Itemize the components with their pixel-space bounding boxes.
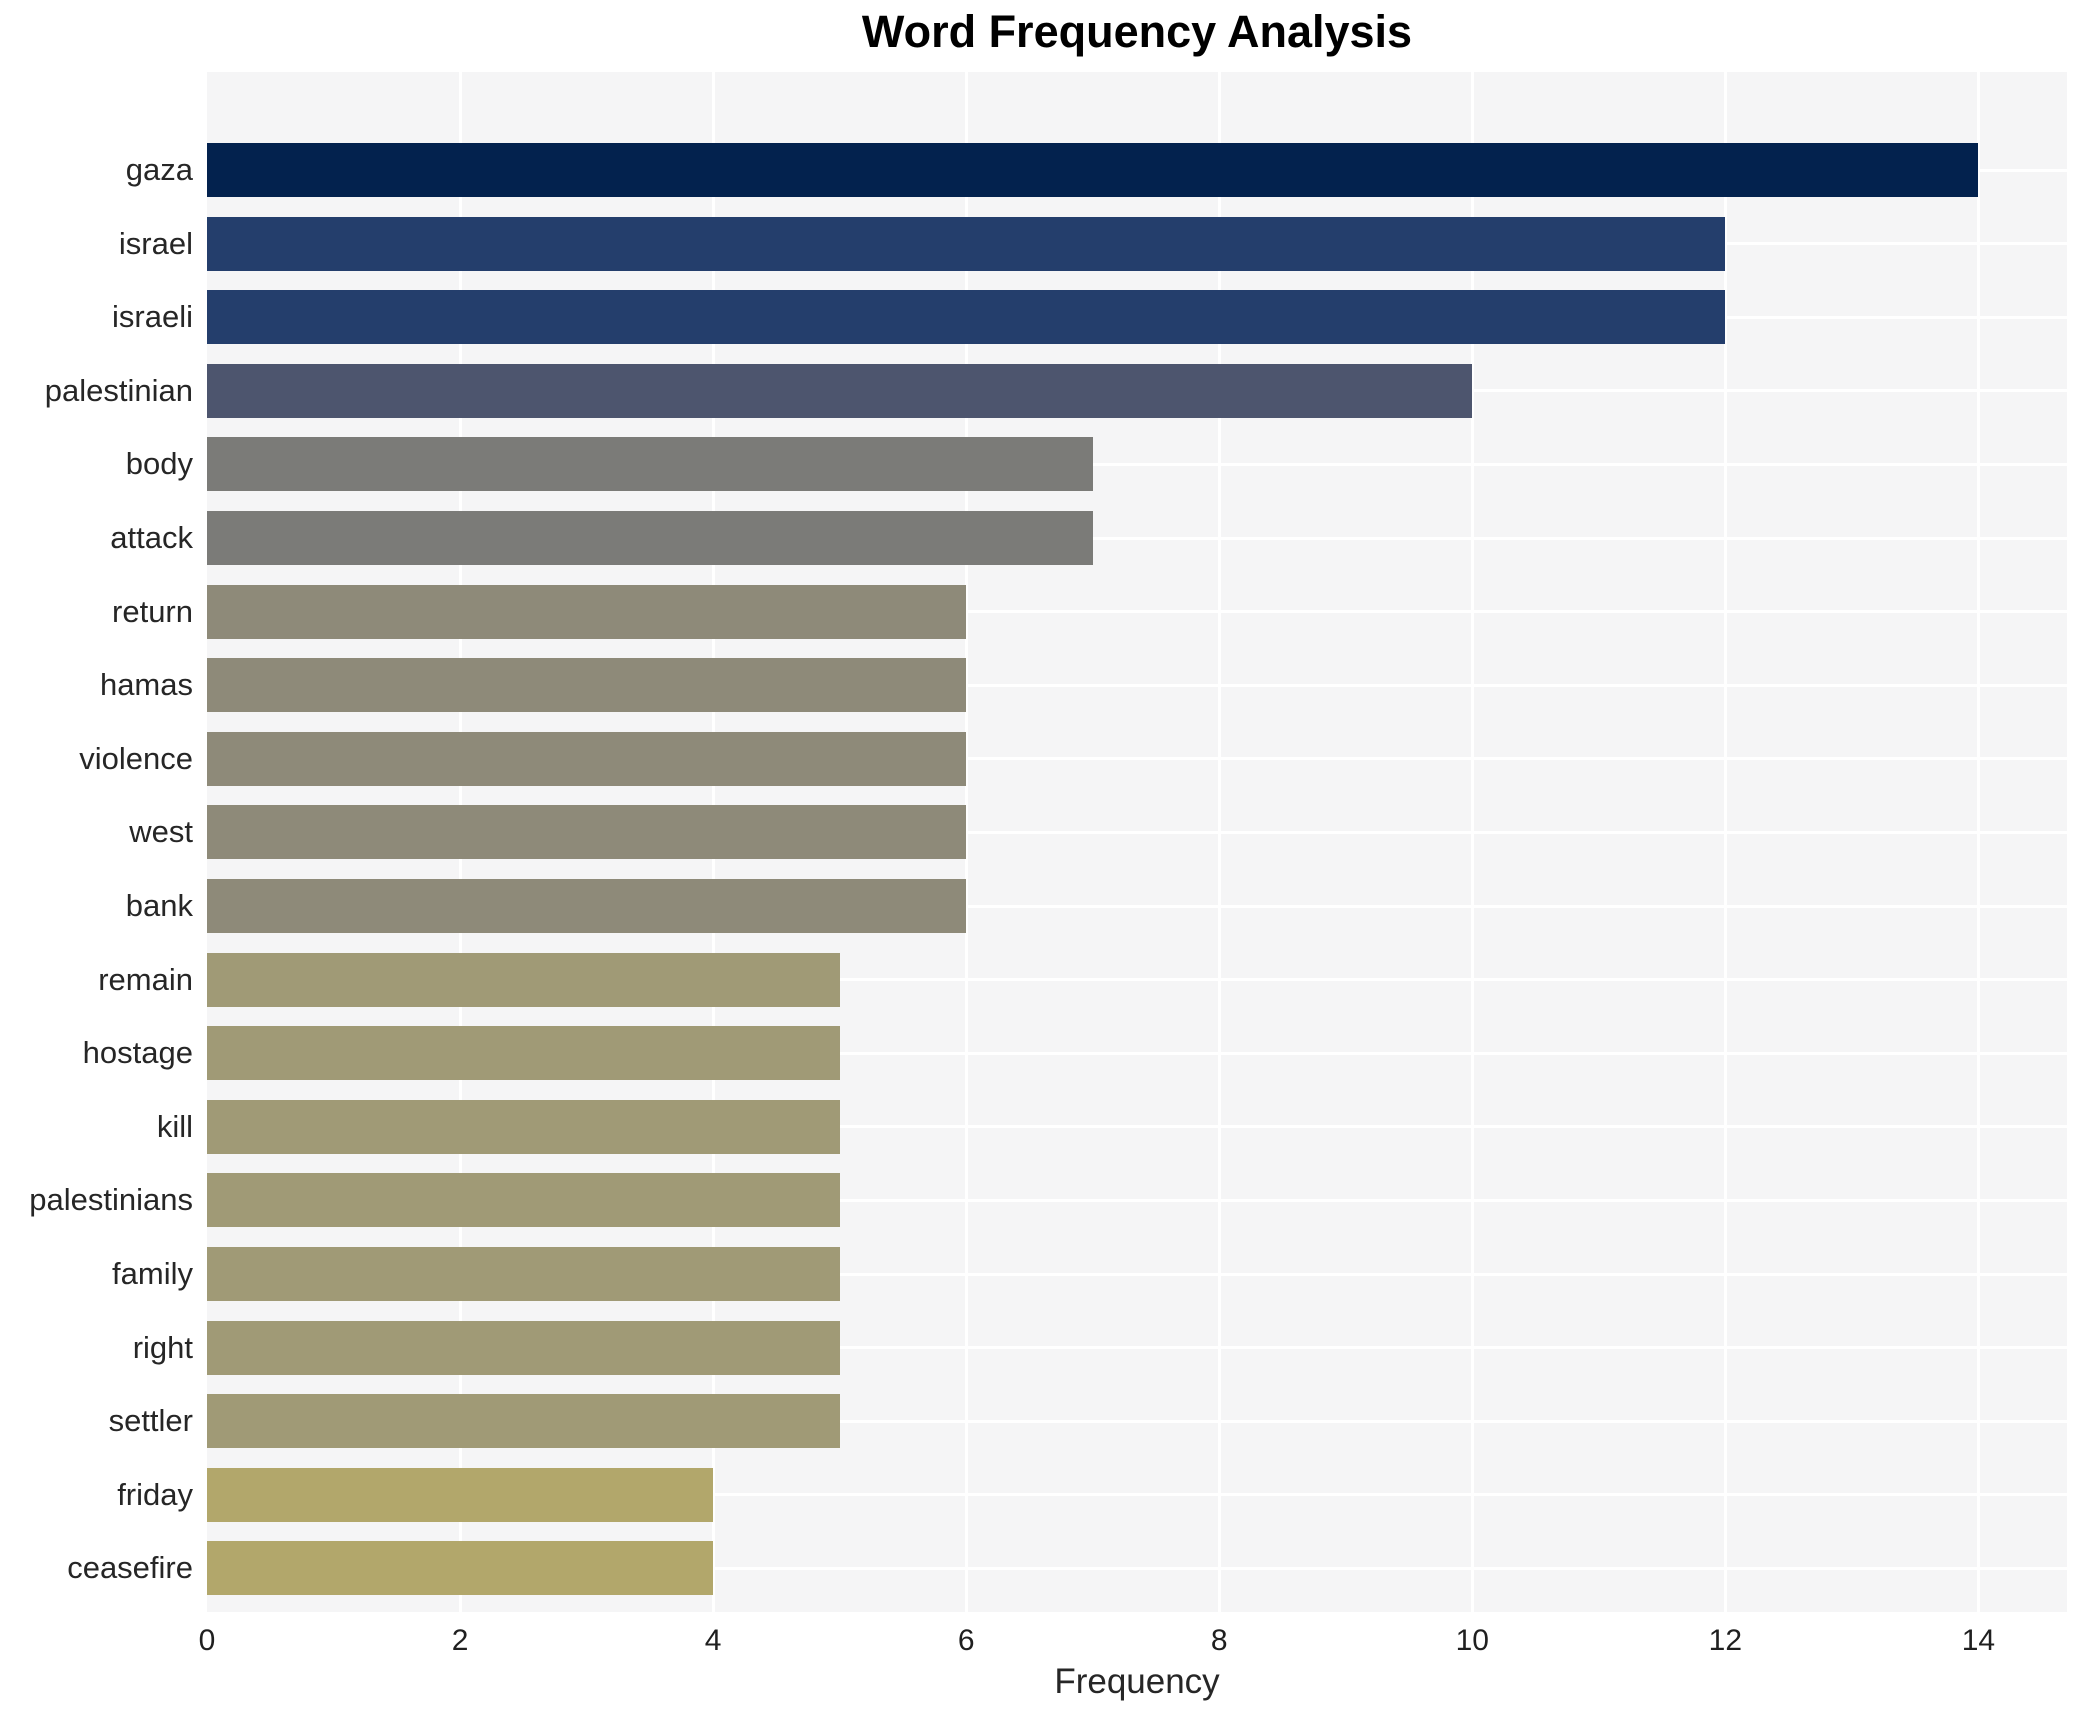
bar-body [207, 437, 1093, 492]
y-tick-label-friday: friday [117, 1476, 193, 1512]
vertical-gridline [1723, 72, 1727, 1612]
x-tick-label-0: 0 [198, 1624, 216, 1657]
bar-hostage [207, 1026, 840, 1081]
bar-gaza [207, 143, 1979, 197]
y-tick-label-ceasefire: ceasefire [67, 1550, 193, 1586]
x-tick-label-14: 14 [1961, 1624, 1996, 1657]
x-tick-label-2: 2 [451, 1624, 469, 1657]
y-tick-label-return: return [112, 593, 193, 629]
y-tick-label-body: body [125, 446, 193, 482]
y-tick-label-settler: settler [108, 1403, 193, 1439]
y-tick-label-remain: remain [98, 961, 193, 997]
bar-west [207, 805, 967, 860]
bar-ceasefire [207, 1541, 714, 1596]
y-tick-label-hostage: hostage [82, 1035, 193, 1071]
y-tick-label-gaza: gaza [125, 152, 193, 187]
y-tick-label-west: west [129, 814, 193, 850]
y-tick-label-bank: bank [125, 888, 193, 923]
y-tick-label-attack: attack [110, 520, 193, 555]
y-tick-label-palestinian: palestinian [44, 372, 193, 408]
bar-family [207, 1247, 840, 1301]
horizontal-gridline [207, 1051, 2067, 1055]
horizontal-gridline [207, 1566, 2067, 1570]
y-tick-label-right: right [132, 1329, 193, 1365]
bar-bank [207, 879, 967, 933]
x-tick-label-12: 12 [1708, 1624, 1743, 1657]
horizontal-gridline [207, 1272, 2067, 1276]
bar-violence [207, 731, 967, 786]
horizontal-gridline [207, 1198, 2067, 1202]
vertical-gridline [1217, 72, 1221, 1612]
plot-area [207, 72, 2067, 1612]
horizontal-gridline [207, 978, 2067, 982]
horizontal-gridline [207, 610, 2067, 614]
horizontal-gridline [207, 904, 2067, 908]
bar-remain [207, 952, 840, 1007]
horizontal-gridline [207, 1346, 2067, 1350]
x-tick-label-4: 4 [704, 1624, 722, 1657]
bar-palestinian [207, 363, 1473, 418]
horizontal-gridline [207, 683, 2067, 687]
bar-israel [207, 216, 1726, 271]
y-tick-label-israeli: israeli [112, 299, 193, 335]
vertical-gridline [1976, 72, 1980, 1612]
x-tick-label-10: 10 [1455, 1624, 1489, 1657]
bar-kill [207, 1099, 840, 1154]
bar-hamas [207, 658, 967, 713]
bar-friday [207, 1467, 714, 1522]
vertical-gridline [1470, 72, 1474, 1612]
bar-palestinians [207, 1173, 840, 1228]
y-tick-label-israel: israel [118, 225, 193, 261]
y-tick-label-family: family [112, 1256, 193, 1291]
vertical-gridline [964, 72, 968, 1612]
bar-return [207, 584, 967, 639]
y-tick-label-violence: violence [79, 740, 193, 776]
horizontal-gridline [207, 1493, 2067, 1497]
y-tick-label-palestinians: palestinians [29, 1182, 193, 1218]
bar-settler [207, 1394, 840, 1449]
chart-title: Word Frequency Analysis [861, 6, 1413, 57]
horizontal-gridline [207, 462, 2067, 466]
horizontal-gridline [207, 1125, 2067, 1129]
x-tick-label-6: 6 [957, 1624, 975, 1657]
y-tick-label-hamas: hamas [99, 667, 193, 703]
y-tick-label-kill: kill [156, 1108, 193, 1144]
horizontal-gridline [207, 536, 2067, 540]
x-tick-label-8: 8 [1210, 1624, 1228, 1657]
x-axis-label: Frequency [1054, 1662, 1220, 1701]
horizontal-gridline [207, 1419, 2067, 1423]
bar-israeli [207, 290, 1726, 345]
bar-right [207, 1320, 840, 1375]
horizontal-gridline [207, 830, 2067, 834]
horizontal-gridline [207, 757, 2067, 761]
bar-attack [207, 511, 1093, 565]
